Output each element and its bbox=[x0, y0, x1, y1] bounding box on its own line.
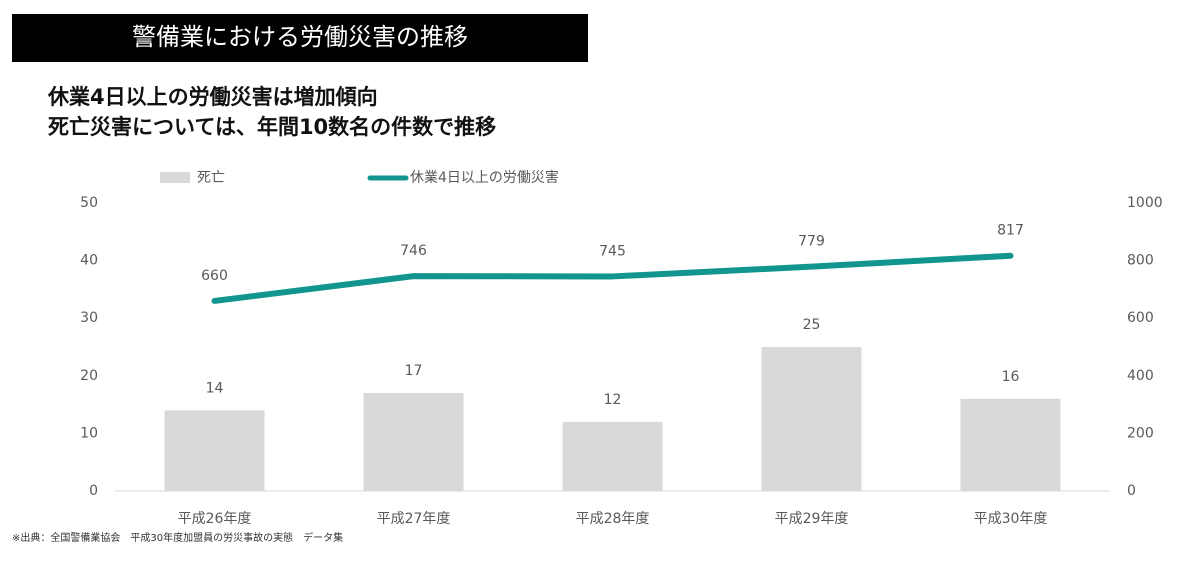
x-tick-label: 平成30年度 bbox=[974, 511, 1048, 527]
y2-tick-label: 1000 bbox=[1127, 195, 1163, 211]
y-tick-label: 50 bbox=[80, 195, 98, 211]
x-tick-label: 平成26年度 bbox=[178, 511, 252, 527]
y2-tick-label: 800 bbox=[1127, 253, 1154, 269]
legend-label: 休業4日以上の労働災害 bbox=[410, 170, 559, 186]
data-label: 779 bbox=[798, 234, 825, 250]
data-label: 16 bbox=[1002, 369, 1020, 385]
data-label: 817 bbox=[997, 223, 1024, 239]
y2-tick-label: 0 bbox=[1127, 483, 1136, 499]
subtitle: 死亡災害については、年間10数名の件数で推移 bbox=[48, 115, 496, 139]
y2-tick-label: 200 bbox=[1127, 425, 1154, 441]
chart-title: 警備業における労働災害の推移 bbox=[132, 23, 468, 51]
bar bbox=[164, 410, 265, 491]
legend-label: 死亡 bbox=[197, 170, 225, 186]
source-note: ※出典：全国警備業協会 平成30年度加盟員の労災事故の実態 データ集 bbox=[12, 531, 343, 544]
data-label: 660 bbox=[201, 268, 228, 284]
y-tick-label: 0 bbox=[89, 483, 98, 499]
data-label: 25 bbox=[803, 317, 821, 333]
bar bbox=[562, 421, 663, 491]
title-bar bbox=[12, 14, 588, 62]
data-label: 17 bbox=[405, 363, 423, 379]
data-label: 12 bbox=[604, 392, 622, 408]
data-label: 14 bbox=[206, 380, 224, 396]
bar bbox=[761, 347, 862, 491]
y-tick-label: 30 bbox=[80, 310, 98, 326]
data-label: 745 bbox=[599, 243, 626, 259]
x-tick-label: 平成28年度 bbox=[576, 511, 650, 527]
bar bbox=[960, 398, 1061, 491]
y2-tick-label: 600 bbox=[1127, 310, 1154, 326]
y-tick-label: 40 bbox=[80, 253, 98, 269]
legend-swatch bbox=[160, 172, 190, 183]
bar bbox=[363, 393, 464, 491]
x-tick-label: 平成29年度 bbox=[775, 511, 849, 527]
x-tick-label: 平成27年度 bbox=[377, 511, 451, 527]
data-label: 746 bbox=[400, 243, 427, 259]
line bbox=[211, 252, 1014, 304]
y-tick-label: 10 bbox=[80, 425, 98, 441]
y-tick-label: 20 bbox=[80, 368, 98, 384]
y2-tick-label: 400 bbox=[1127, 368, 1154, 384]
subtitle: 休業4日以上の労働災害は増加傾向 bbox=[47, 85, 378, 109]
